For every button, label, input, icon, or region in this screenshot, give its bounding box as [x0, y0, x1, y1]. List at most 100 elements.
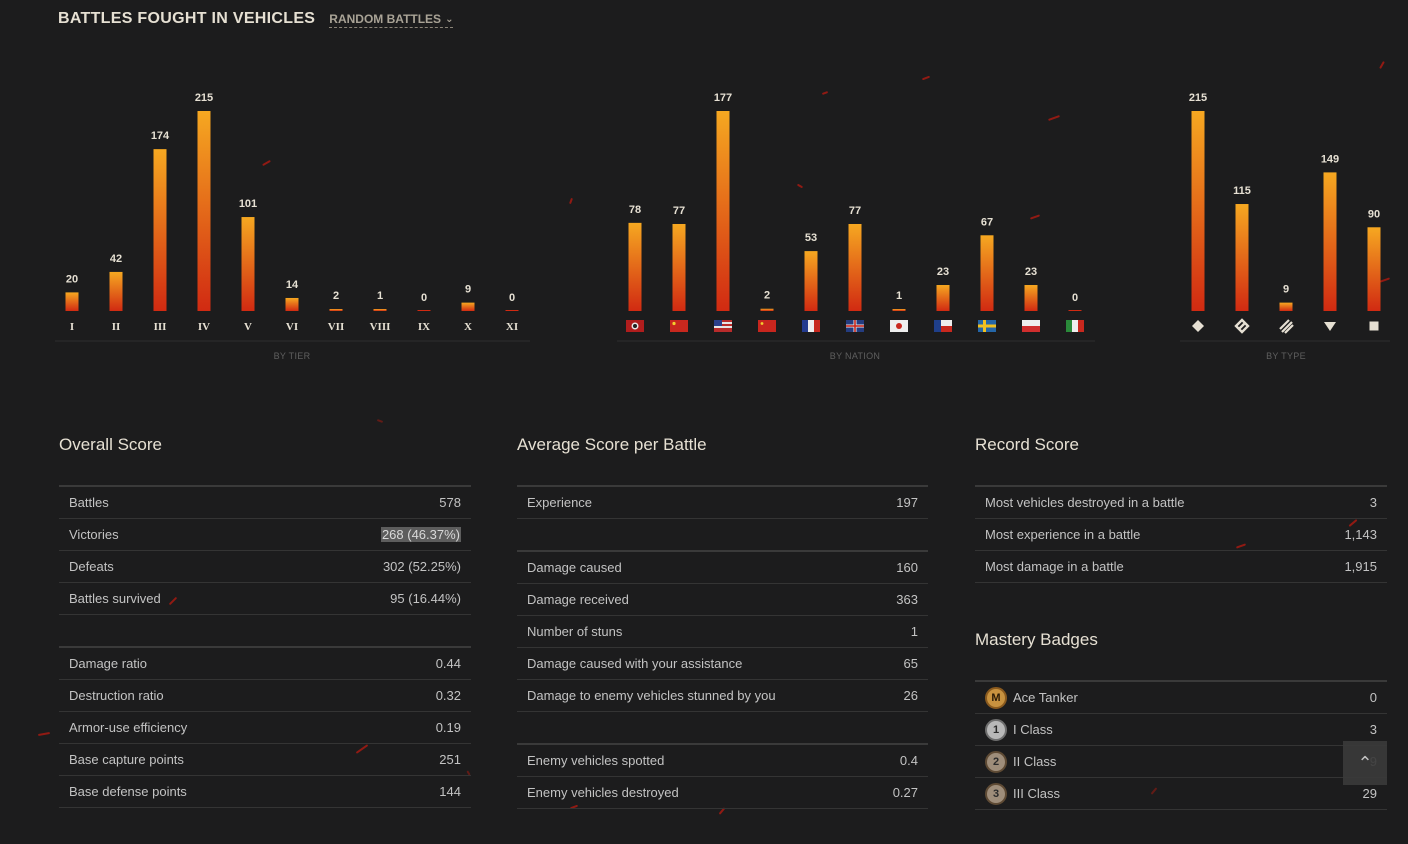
- record-score-title: Record Score: [975, 435, 1079, 454]
- badge-label-group: 1 I Class: [985, 718, 1053, 741]
- tier-label: XI: [506, 321, 518, 333]
- table-row: M Ace Tanker 0: [975, 682, 1387, 714]
- bar-value-label: 2: [333, 290, 339, 302]
- row-label: Battles survived: [69, 591, 161, 606]
- poland-flag-icon: [1022, 320, 1040, 332]
- table-row: Armor-use efficiency 0.19: [59, 712, 471, 744]
- bar-zero: [505, 310, 519, 311]
- table-row: Damage received 363: [517, 584, 928, 616]
- bar-value-label: 1: [377, 290, 383, 302]
- tier-label: V: [244, 321, 252, 333]
- first-class-badge-icon: 1: [985, 718, 1007, 741]
- table-row: Most damage in a battle 1,915: [975, 551, 1387, 583]
- bar-value-label: 67: [981, 216, 993, 228]
- bar: [1191, 111, 1205, 311]
- bar: [65, 292, 79, 311]
- badge-label-group: M Ace Tanker: [985, 686, 1078, 709]
- row-label: III Class: [1013, 786, 1060, 801]
- row-value: 144: [439, 784, 461, 799]
- row-value: 0.44: [435, 656, 461, 671]
- tier-label: VI: [286, 321, 298, 333]
- bar: [1279, 302, 1293, 311]
- table-row: Number of stuns 1: [517, 616, 928, 648]
- bar: [672, 223, 686, 311]
- bar-value-label: 2: [764, 290, 770, 302]
- bar-value-label: 177: [714, 92, 732, 104]
- table-spacer: [59, 615, 471, 648]
- row-value: 0: [1369, 690, 1377, 705]
- row-value: 251: [439, 752, 461, 767]
- table-row: Battles survived 95 (16.44%): [59, 583, 471, 615]
- bar: [980, 235, 994, 311]
- bar: [285, 297, 299, 311]
- bar-value-label: 1: [896, 290, 902, 302]
- bar: [1024, 285, 1038, 311]
- ember-decoration: [37, 731, 51, 737]
- bar: [153, 149, 167, 311]
- bar-value-label: 0: [509, 292, 515, 304]
- japan-flag-icon: [890, 320, 908, 332]
- table-row: Battles 578: [59, 487, 471, 519]
- average-score-table: Experience 197 Damage caused 160 Damage re…: [517, 485, 928, 809]
- row-value: 197: [896, 495, 918, 510]
- bar-value-label: 23: [1025, 266, 1037, 278]
- bar-value-label: 9: [465, 284, 471, 296]
- bar: [329, 309, 343, 311]
- bar-value-label: 9: [1283, 284, 1289, 296]
- row-label: Damage received: [527, 592, 629, 607]
- row-label: Most damage in a battle: [985, 559, 1124, 574]
- ussr-flag-icon: [758, 320, 776, 332]
- bar-value-label: 215: [1189, 92, 1207, 104]
- chevron-down-icon: ⌄: [445, 13, 454, 25]
- row-value: 160: [896, 560, 918, 575]
- row-label: Base defense points: [69, 784, 187, 799]
- italy-flag-icon: [1066, 320, 1084, 332]
- double-chevron-up-icon: ⌃: [1357, 752, 1373, 773]
- row-value: 29: [1362, 786, 1377, 801]
- scroll-to-top-button[interactable]: ⌃: [1343, 741, 1387, 785]
- third-class-badge-icon: 3: [985, 782, 1007, 805]
- table-row: Victories 268 (46.37%): [59, 519, 471, 551]
- battle-mode-dropdown[interactable]: RANDOM BATTLES ⌄: [329, 12, 454, 28]
- row-value: 1,915: [1344, 559, 1377, 574]
- overall-score-panel: Overall Score Battles 578 Victories 268 (4…: [59, 430, 471, 808]
- bar: [892, 309, 906, 311]
- section-title: BATTLES FOUGHT IN VEHICLES: [58, 10, 316, 27]
- bar: [804, 251, 818, 311]
- second-class-badge-icon: 2: [985, 750, 1007, 773]
- ace-tanker-badge-icon: M: [985, 686, 1007, 709]
- bar-value-label: 149: [1321, 153, 1339, 165]
- bar: [1367, 227, 1381, 311]
- bar-value-label: 101: [239, 198, 257, 210]
- table-spacer: [517, 519, 928, 552]
- row-label: Defeats: [69, 559, 114, 574]
- battle-mode-label: RANDOM BATTLES: [329, 12, 442, 26]
- row-label: Destruction ratio: [69, 688, 164, 703]
- bar-value-label: 115: [1233, 185, 1251, 197]
- table-row: 2 II Class 9: [975, 746, 1387, 778]
- row-value: 0.32: [435, 688, 461, 703]
- row-label: I Class: [1013, 722, 1053, 737]
- row-value-selected: 268 (46.37%): [380, 527, 461, 542]
- chart-caption: BY NATION: [830, 351, 880, 361]
- row-value: 26: [903, 688, 918, 703]
- table-row: Enemy vehicles destroyed 0.27: [517, 777, 928, 809]
- bar-value-label: 78: [629, 204, 641, 216]
- usa-flag-icon: [714, 320, 732, 332]
- table-row: Most vehicles destroyed in a battle 3: [975, 487, 1387, 519]
- chart-caption: BY TIER: [274, 351, 311, 361]
- uk-flag-icon: [846, 320, 864, 332]
- spg-icon: [1369, 321, 1379, 331]
- table-row: Destruction ratio 0.32: [59, 680, 471, 712]
- row-label: Damage caused: [527, 560, 622, 575]
- czech-flag-icon: [934, 320, 952, 332]
- tier-label: IX: [418, 321, 430, 333]
- row-label: Enemy vehicles destroyed: [527, 785, 679, 800]
- bar: [241, 217, 255, 311]
- tier-label: III: [154, 321, 167, 333]
- medium-tank-icon: [1234, 318, 1250, 334]
- bar: [936, 285, 950, 311]
- row-label: Most experience in a battle: [985, 527, 1141, 542]
- sweden-flag-icon: [978, 320, 996, 332]
- tier-label: VII: [328, 321, 345, 333]
